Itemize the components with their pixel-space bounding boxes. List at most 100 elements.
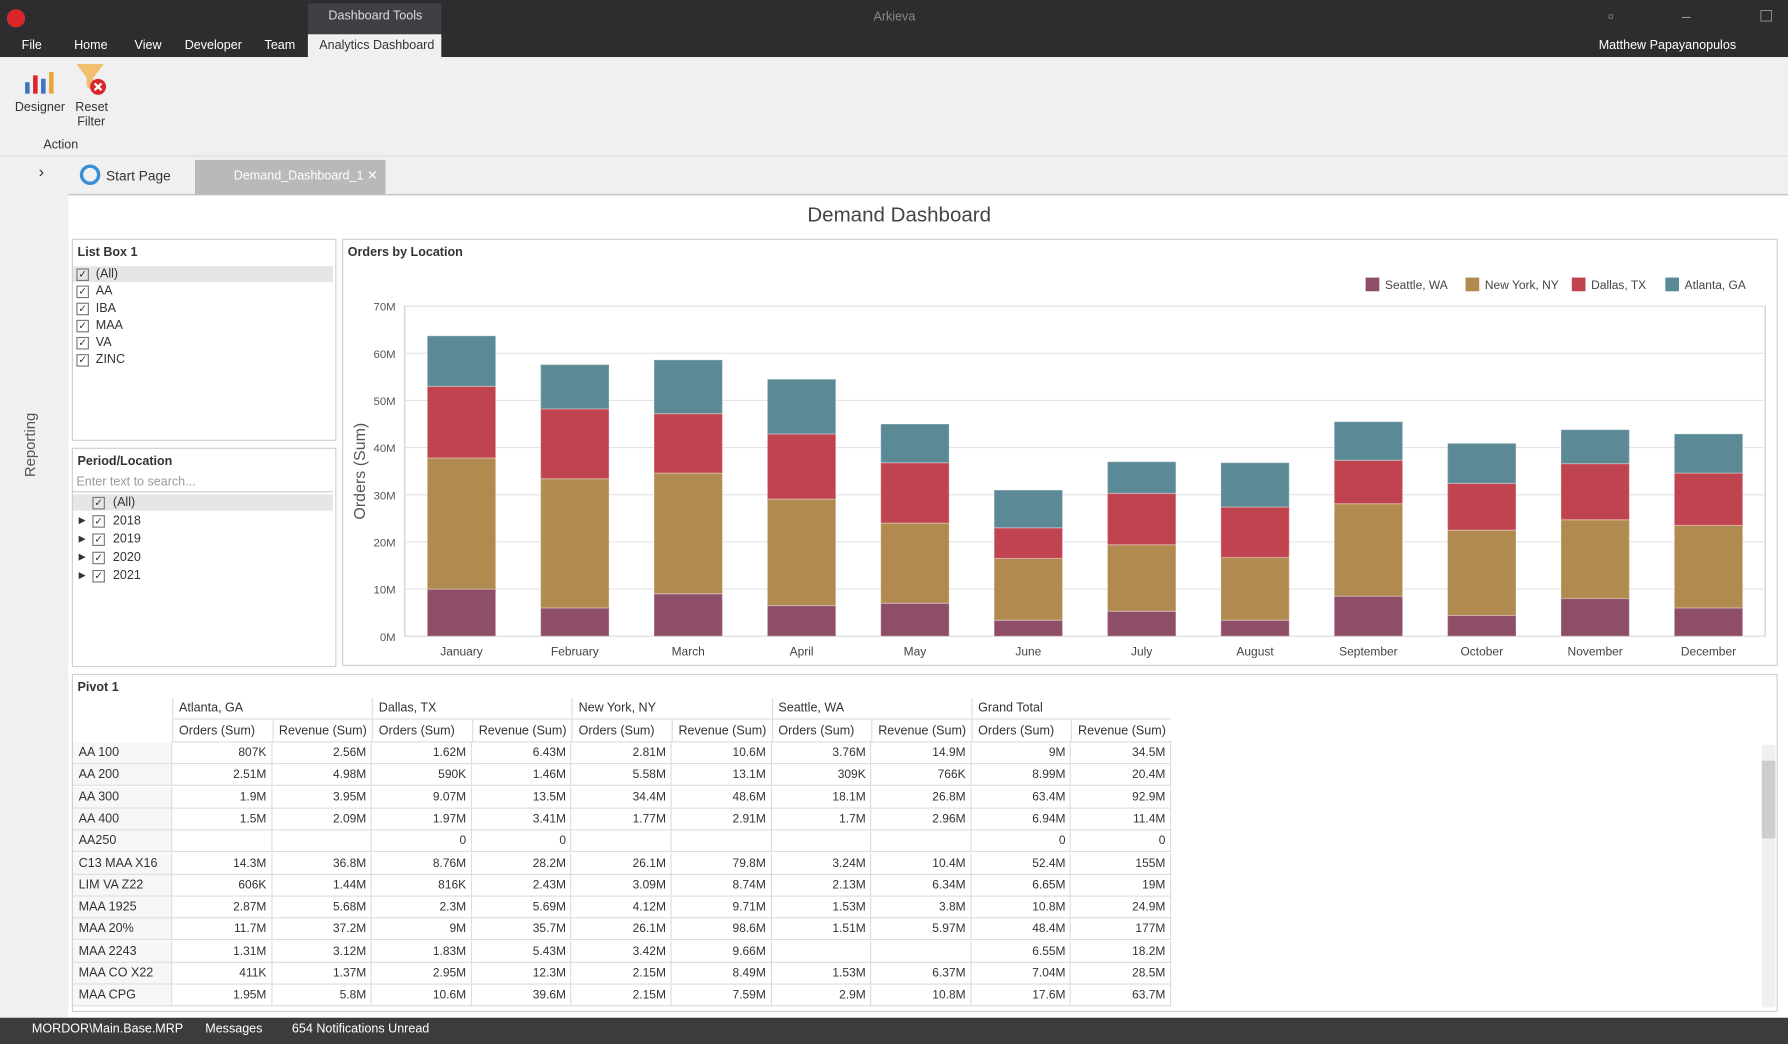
checkbox[interactable]: ✓ — [92, 551, 105, 565]
col-header: Atlanta, GA — [172, 697, 372, 720]
menu-item[interactable]: View — [134, 38, 162, 53]
menu-item[interactable]: Team — [264, 38, 296, 53]
pivot-cell: 24.9M — [1071, 896, 1172, 919]
bar-segment — [1673, 607, 1744, 637]
measure-header: Revenue (Sum) — [471, 719, 572, 743]
row-header: AA 300 — [72, 786, 173, 809]
active-tab-bg — [194, 159, 386, 195]
measure-header: Orders (Sum) — [771, 719, 872, 743]
pivot-cell: 1.53M — [771, 962, 872, 985]
measure-header: Revenue (Sum) — [1071, 719, 1172, 743]
designer-button[interactable]: Designer — [14, 100, 66, 115]
menu-item[interactable]: Analytics Dashboard — [319, 38, 435, 53]
reset-filter-button[interactable]: Reset Filter — [75, 100, 109, 130]
list-item[interactable]: AA — [95, 284, 113, 299]
sidebar-label[interactable]: Reporting — [21, 412, 39, 478]
user-name[interactable]: Matthew Papayanopulos — [1598, 38, 1737, 53]
sidebar-toggle[interactable]: › — [38, 162, 45, 181]
pivot-cell: 28.5M — [1071, 962, 1172, 985]
pivot-cell: 6.37M — [871, 962, 972, 985]
tree-item[interactable]: 2020 — [112, 550, 141, 565]
pivot-cell: 1.62M — [371, 742, 472, 765]
list-item[interactable]: MAA — [95, 318, 123, 333]
window-controls[interactable]: ▫ – ☐ ✕ — [1607, 6, 1788, 26]
status-item[interactable]: MORDOR\Main.Base.MRP — [31, 1022, 184, 1037]
pivot-cell: 590K — [371, 764, 472, 787]
measure-header: Orders (Sum) — [371, 719, 472, 743]
tree-item[interactable]: 2021 — [112, 568, 141, 583]
pivot-cell: 14.3M — [172, 852, 273, 875]
legend-label: Atlanta, GA — [1685, 278, 1746, 292]
list-item[interactable]: IBA — [95, 301, 117, 316]
designer-icon[interactable] — [21, 62, 57, 99]
expander[interactable]: ▶ — [78, 569, 86, 581]
expander[interactable]: ▶ — [78, 515, 86, 526]
pivot-cell: 14.9M — [871, 742, 972, 765]
bar-segment — [1106, 461, 1177, 494]
doc-tab[interactable]: Start Page — [106, 167, 171, 184]
pivot-cell: 3.09M — [571, 874, 672, 897]
app-icon[interactable] — [6, 9, 26, 28]
bar-segment — [426, 457, 497, 590]
bar-segment — [1333, 459, 1404, 505]
list-item[interactable]: ZINC — [95, 352, 126, 367]
expander[interactable]: ▶ — [78, 533, 86, 544]
pivot-cell: 3.41M — [471, 808, 572, 831]
checkbox[interactable]: ✓ — [76, 336, 89, 350]
pivot-cell: 5.68M — [272, 896, 372, 919]
checkbox[interactable]: ✓ — [76, 319, 89, 333]
pivot-cell: 2.81M — [571, 742, 672, 765]
checkbox[interactable]: ✓ — [92, 569, 105, 583]
menu-item[interactable]: Home — [74, 38, 108, 53]
menu-item[interactable]: File — [21, 38, 42, 53]
status-item[interactable]: 654 Notifications Unread — [291, 1022, 430, 1037]
menu-item[interactable]: Developer — [184, 38, 242, 53]
list-item[interactable]: (All) — [95, 267, 119, 281]
pivot-cell: 2.51M — [172, 764, 273, 787]
pivot-cell: 1.95M — [172, 984, 273, 1007]
search-box[interactable]: Enter text to search... — [72, 473, 333, 493]
bar-segment — [653, 359, 724, 415]
pivot-cell: 9.71M — [671, 896, 772, 919]
bar-segment — [1220, 619, 1290, 637]
list-item[interactable]: VA — [95, 335, 112, 350]
x-tick-label: January — [440, 645, 483, 659]
tree-item[interactable]: (All) — [112, 495, 136, 510]
panel-title: Period/Location — [77, 454, 173, 469]
pivot-title: Pivot 1 — [77, 680, 119, 695]
pivot-cell — [172, 830, 273, 853]
pivot-cell: 3.76M — [771, 742, 872, 765]
checkbox[interactable]: ✓ — [76, 268, 89, 281]
bar-segment — [1560, 463, 1630, 521]
tree-item[interactable]: 2018 — [112, 514, 141, 528]
checkbox[interactable]: ✓ — [92, 515, 105, 528]
bar-segment — [1220, 462, 1290, 508]
checkbox[interactable]: ✓ — [76, 354, 89, 367]
tree-item[interactable]: 2019 — [112, 532, 141, 546]
tab-close[interactable]: ✕ — [367, 169, 378, 183]
pivot-cell: 6.65M — [971, 874, 1072, 897]
expander[interactable]: ▶ — [78, 551, 86, 562]
pivot-cell: 9M — [371, 918, 472, 941]
doc-tab-active[interactable]: Demand_Dashboard_1 — [233, 169, 364, 183]
legend-swatch — [1665, 277, 1679, 292]
pivot-cell: 9.66M — [671, 940, 772, 963]
legend-swatch — [1365, 277, 1380, 292]
status-bar — [0, 1017, 1788, 1044]
bar-segment — [766, 498, 837, 607]
pivot-cell: 34.4M — [571, 786, 672, 809]
bar-segment — [993, 527, 1064, 559]
status-item[interactable]: Messages — [205, 1022, 263, 1037]
reset-filter-icon[interactable] — [73, 62, 109, 99]
pivot-cell: 36.8M — [272, 852, 372, 875]
checkbox[interactable]: ✓ — [92, 496, 105, 510]
row-header: MAA CPG — [72, 984, 173, 1007]
checkbox[interactable]: ✓ — [92, 533, 105, 546]
pivot-cell: 6.55M — [971, 940, 1072, 963]
checkbox[interactable]: ✓ — [76, 302, 89, 316]
bar-segment — [880, 423, 950, 464]
scroll-thumb[interactable] — [1761, 760, 1776, 839]
x-tick-label: October — [1461, 645, 1504, 659]
checkbox[interactable]: ✓ — [76, 285, 89, 299]
